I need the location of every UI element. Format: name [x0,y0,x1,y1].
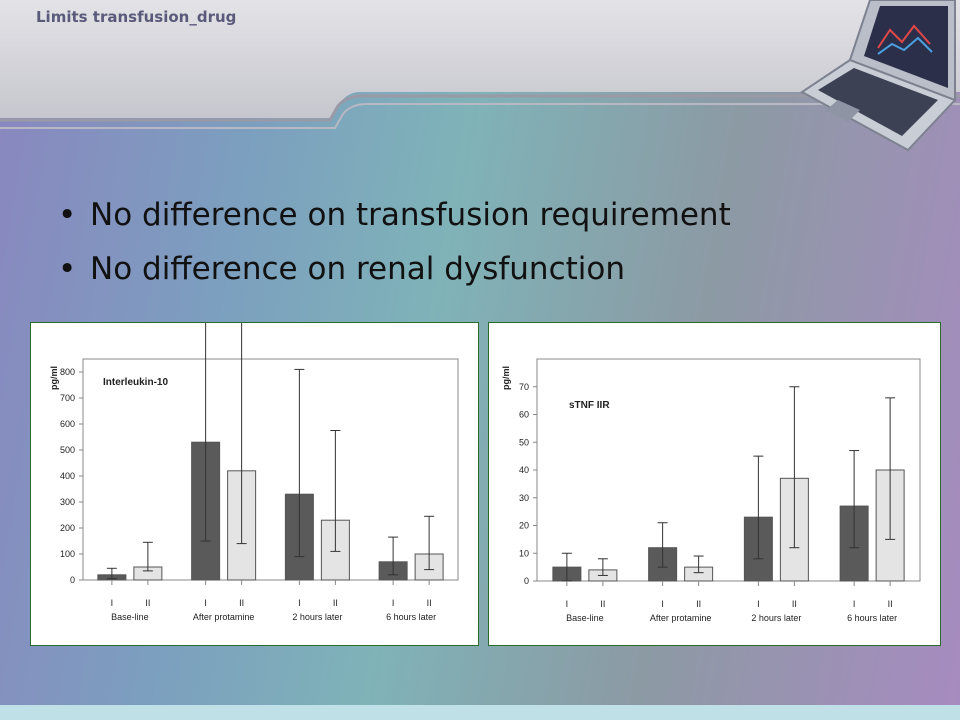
y-axis-label: pg/ml [49,366,59,390]
category-label: 2 hours later [292,612,342,622]
y-tick-label: 70 [519,382,529,392]
series-label: II [792,599,797,609]
category-label: Base-line [111,612,149,622]
category-label: 6 hours later [386,612,436,622]
y-tick-label: 100 [60,549,75,559]
deck-title: Limits transfusion_drug [36,8,237,26]
series-label: II [696,599,701,609]
header-band [0,0,960,129]
plot-frame [82,358,459,581]
category-label: 2 hours later [751,613,801,623]
bullet-item: No difference on transfusion requirement [58,188,731,242]
y-tick-label: 500 [60,445,75,455]
y-tick-label: 30 [519,493,529,503]
y-tick-label: 60 [519,410,529,420]
y-tick-label: 400 [60,471,75,481]
y-tick-label: 300 [60,497,75,507]
series-label: I [661,599,664,609]
y-tick-label: 800 [60,367,75,377]
series-label: II [427,598,432,608]
chart-title: Interleukin-10 [103,377,168,388]
series-label: II [600,599,605,609]
y-tick-label: 10 [519,548,529,558]
series-label: I [566,599,569,609]
y-tick-label: 600 [60,419,75,429]
chart-panel-stnf: 0 10 20 30 40 50 60 70 pg/ml sTNF IIR I II Base-line… [488,322,941,646]
footer-band [0,705,960,720]
y-tick-label: 20 [519,521,529,531]
series-label: I [204,598,207,608]
y-tick-label: 0 [524,576,529,586]
y-tick-label: 50 [519,437,529,447]
series-label: II [239,598,244,608]
series-label: II [145,598,150,608]
bullet-item: No difference on renal dysfunction [58,242,731,296]
y-tick-label: 700 [60,393,75,403]
category-label: After protamine [193,612,255,622]
series-label: II [888,599,893,609]
series-label: II [333,598,338,608]
laptop-icon [800,0,957,152]
chart-panel-interleukin: 0 100 200 300 400 500 600 700 800 pg/ml Interleuki… [30,322,479,646]
y-tick-label: 0 [70,575,75,585]
category-label: After protamine [650,613,712,623]
bullet-list: No difference on transfusion requirement… [58,188,731,296]
series-label: I [757,599,760,609]
y-tick-label: 200 [60,523,75,533]
category-label: 6 hours later [847,613,897,623]
y-tick-label: 40 [519,465,529,475]
series-label: I [392,598,395,608]
y-axis-label: pg/ml [501,366,511,390]
chart-title: sTNF IIR [569,400,610,411]
series-label: I [111,598,114,608]
series-label: I [298,598,301,608]
series-label: I [853,599,856,609]
category-label: Base-line [566,613,604,623]
